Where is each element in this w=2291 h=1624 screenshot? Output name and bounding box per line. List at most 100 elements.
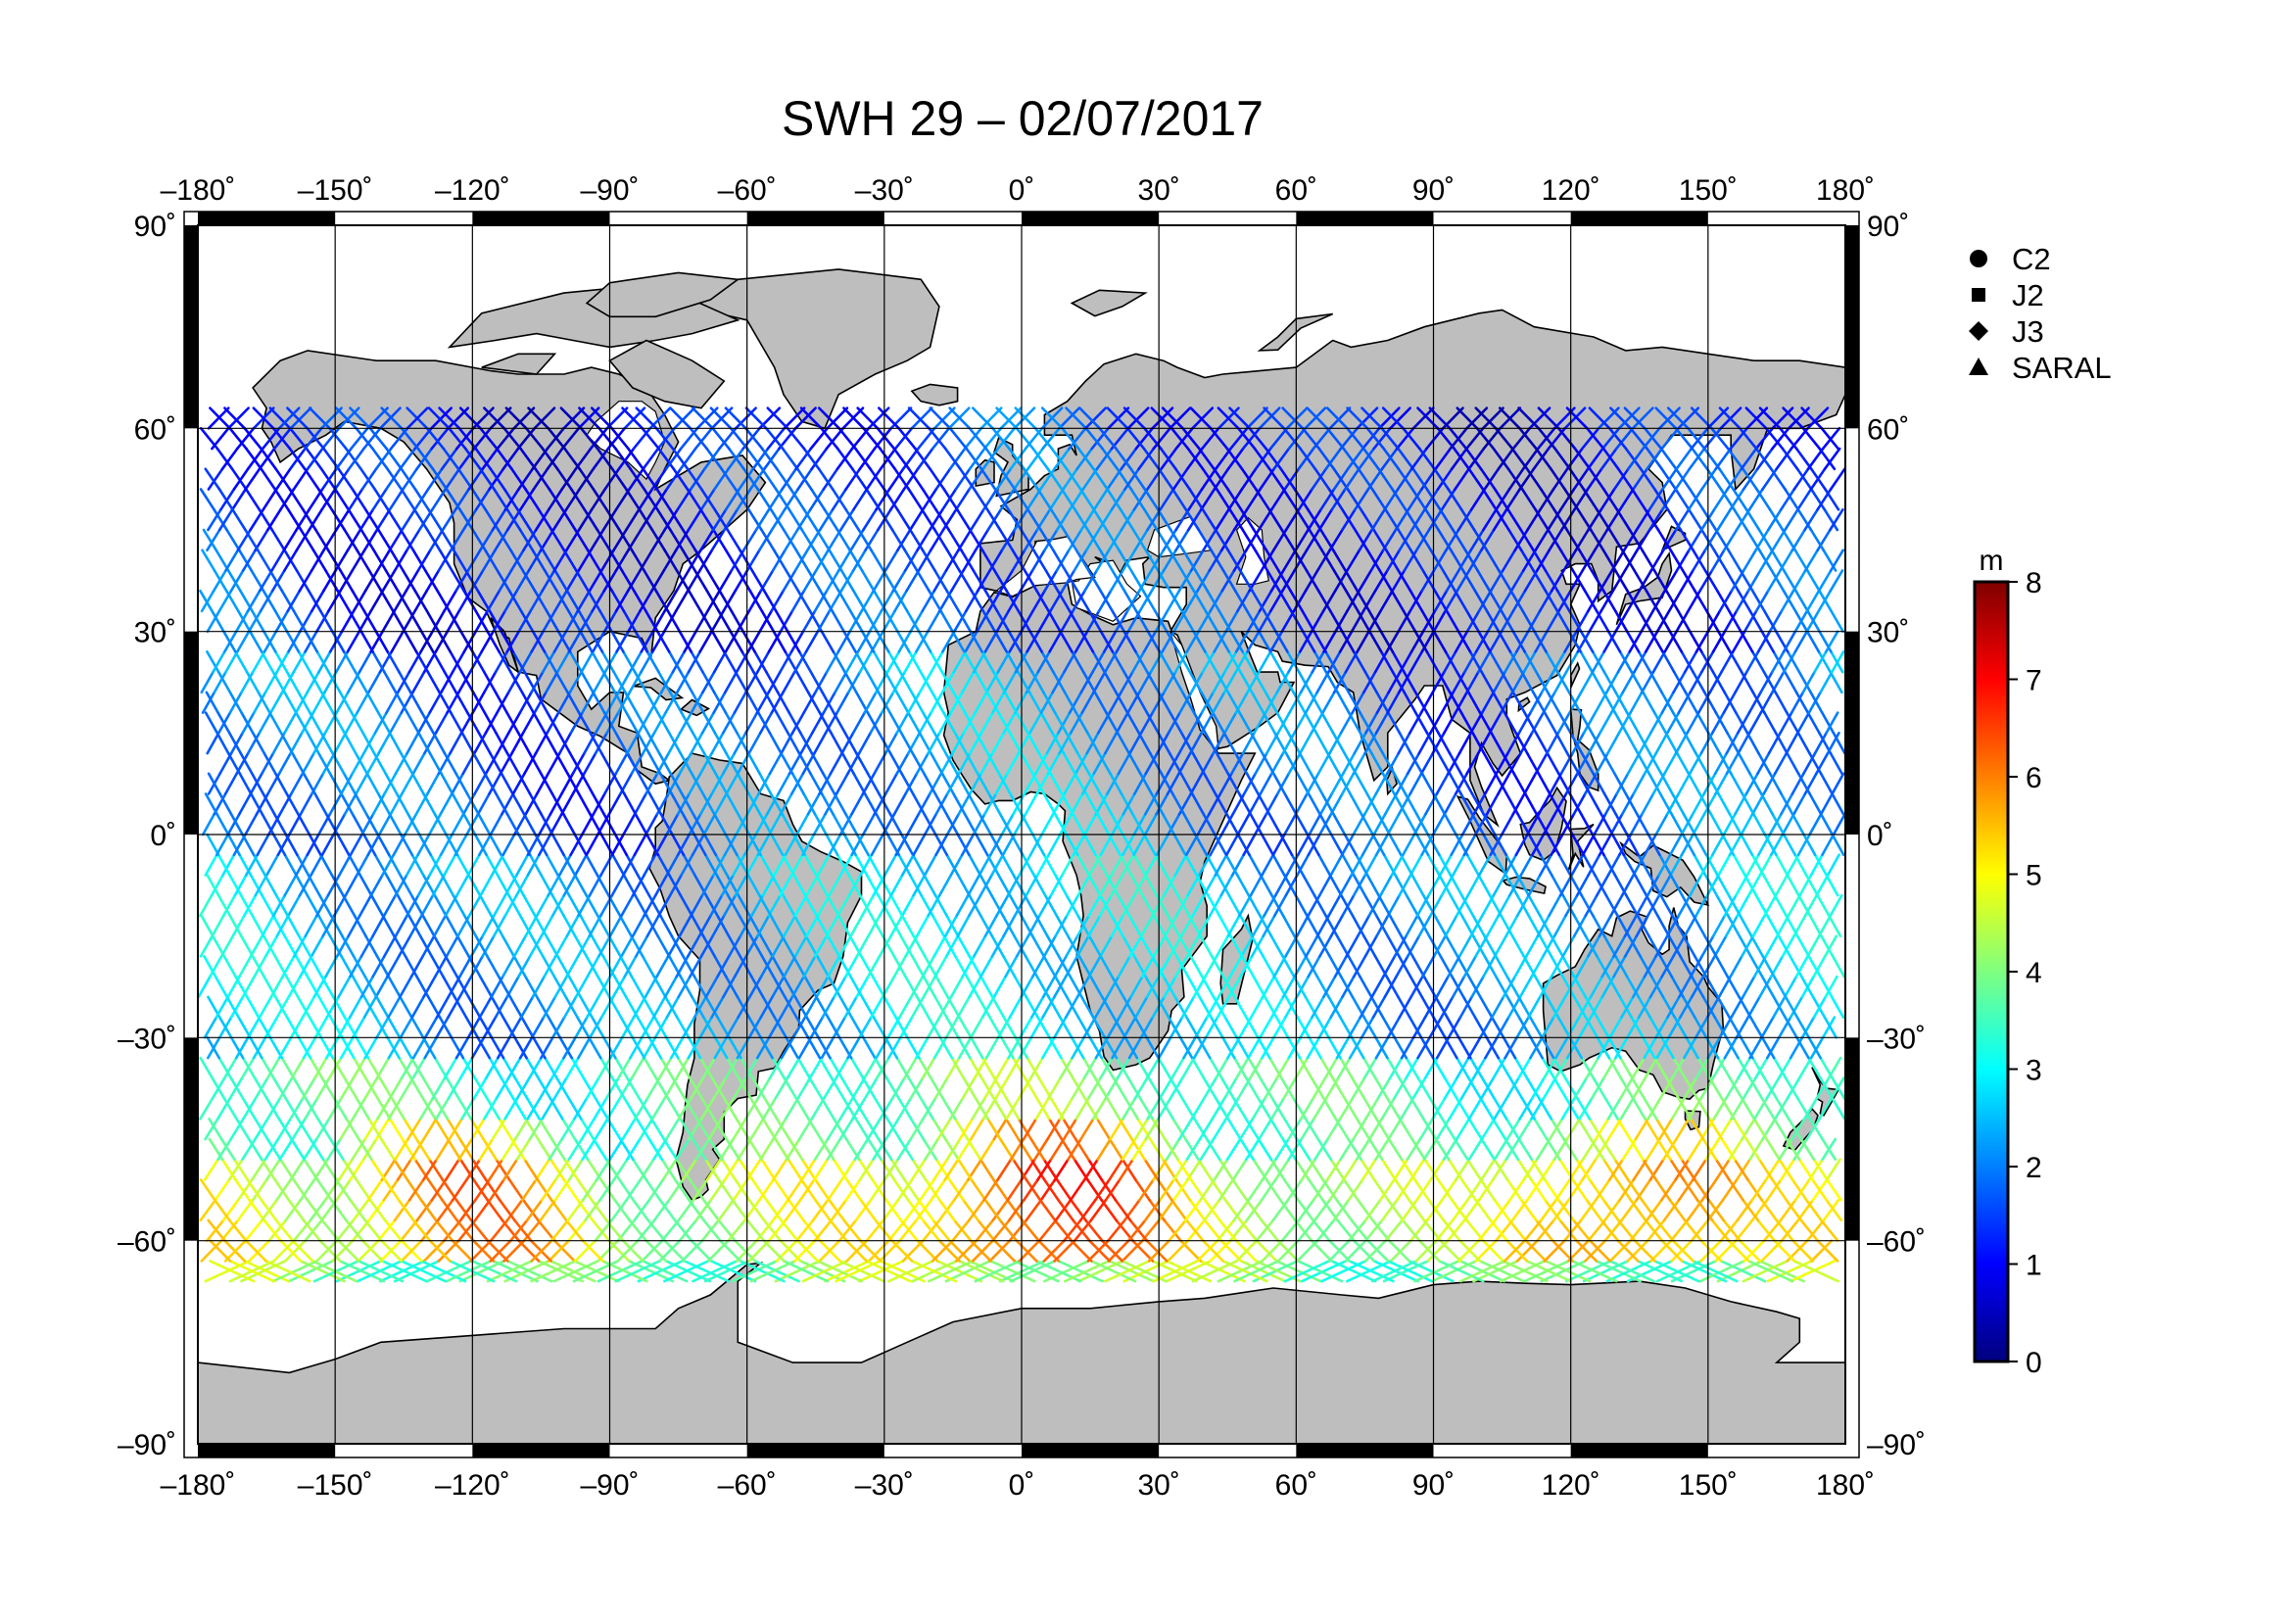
track-segment [490, 853, 505, 877]
track-segment [1079, 670, 1094, 694]
track-segment [842, 406, 866, 430]
track-segment [929, 467, 946, 491]
track-segment [1482, 507, 1498, 532]
track-segment [431, 874, 446, 897]
track-segment [439, 792, 453, 816]
track-segment [1188, 1198, 1207, 1222]
track-segment [828, 874, 842, 897]
track-segment [221, 853, 236, 877]
track-segment [929, 528, 945, 552]
track-segment [254, 528, 269, 552]
track-segment [1581, 426, 1600, 451]
track-segment [1260, 1178, 1277, 1202]
track-segment [1197, 528, 1213, 552]
track-segment [1488, 711, 1503, 735]
track-segment [565, 569, 581, 593]
track-segment [1614, 569, 1629, 593]
track-segment [430, 488, 448, 511]
track-segment [237, 609, 252, 634]
track-segment [457, 1097, 473, 1121]
track-segment [467, 874, 482, 897]
track-segment [1445, 569, 1460, 593]
track-segment [265, 1097, 281, 1121]
track-segment [308, 833, 322, 857]
track-segment [229, 995, 245, 1019]
track-segment [1619, 1097, 1635, 1121]
track-segment [1829, 507, 1844, 532]
track-segment [597, 426, 617, 451]
track-segment [953, 1118, 970, 1141]
track-segment [1379, 589, 1394, 613]
track-segment [1356, 589, 1371, 613]
track-segment [705, 447, 724, 471]
track-segment [922, 1097, 937, 1121]
track-segment [744, 934, 759, 958]
track-segment [330, 874, 345, 897]
track-segment [724, 711, 739, 735]
track-segment [1542, 691, 1556, 714]
track-segment [1163, 1218, 1182, 1242]
track-segment [399, 995, 413, 1019]
track-segment [838, 1097, 854, 1121]
track-segment [934, 467, 952, 491]
track-segment [1300, 1118, 1315, 1141]
track-segment [442, 447, 460, 471]
track-segment [1114, 609, 1129, 634]
track-segment [1129, 569, 1145, 593]
track-segment [759, 1137, 775, 1161]
track-segment [1672, 934, 1687, 958]
track-segment [342, 1158, 358, 1181]
track-segment [1388, 1056, 1404, 1080]
track-segment [1079, 630, 1095, 653]
track-segment [226, 833, 241, 857]
land-polygon [685, 268, 940, 430]
track-segment [478, 975, 494, 999]
track-segment [1793, 549, 1809, 572]
track-segment [200, 1239, 223, 1263]
track-segment [303, 1158, 319, 1181]
track-segment [582, 1076, 597, 1100]
track-segment [1239, 1260, 1287, 1283]
track-segment [832, 650, 846, 674]
track-segment [421, 1036, 437, 1060]
track-segment [785, 1036, 800, 1060]
track-segment [1321, 691, 1336, 714]
track-segment [351, 1097, 366, 1121]
track-segment [1004, 1118, 1021, 1141]
track-segment [597, 1260, 644, 1283]
track-segment [1571, 731, 1586, 755]
track-segment [1819, 670, 1834, 694]
track-segment [1523, 711, 1538, 735]
track-segment [1307, 507, 1322, 532]
track-segment [692, 1260, 739, 1283]
track-segment [1591, 670, 1605, 694]
track-segment [883, 670, 898, 694]
track-segment [373, 488, 390, 511]
track-segment [1823, 447, 1841, 471]
track-segment [785, 569, 800, 593]
track-segment [450, 772, 465, 795]
track-segment [1028, 630, 1043, 653]
track-segment [337, 406, 360, 430]
track-segment [1292, 691, 1307, 714]
track-segment [711, 914, 726, 938]
track-segment [869, 1178, 886, 1202]
track-segment [844, 467, 862, 491]
track-segment [409, 1137, 425, 1161]
track-segment [977, 1218, 996, 1242]
track-segment [386, 507, 403, 532]
track-segment [1474, 1239, 1498, 1263]
track-segment [794, 1218, 815, 1242]
track-segment [826, 955, 841, 979]
track-segment [781, 812, 795, 836]
track-segment [883, 853, 898, 877]
track-segment [1806, 569, 1821, 593]
track-segment [744, 406, 768, 430]
track-segment [1074, 549, 1090, 572]
track-segment [1202, 528, 1217, 552]
track-segment [1489, 650, 1503, 674]
track-segment [1663, 630, 1678, 653]
track-segment [1150, 406, 1173, 430]
track-segment [488, 1158, 504, 1181]
track-segment [547, 1239, 571, 1263]
